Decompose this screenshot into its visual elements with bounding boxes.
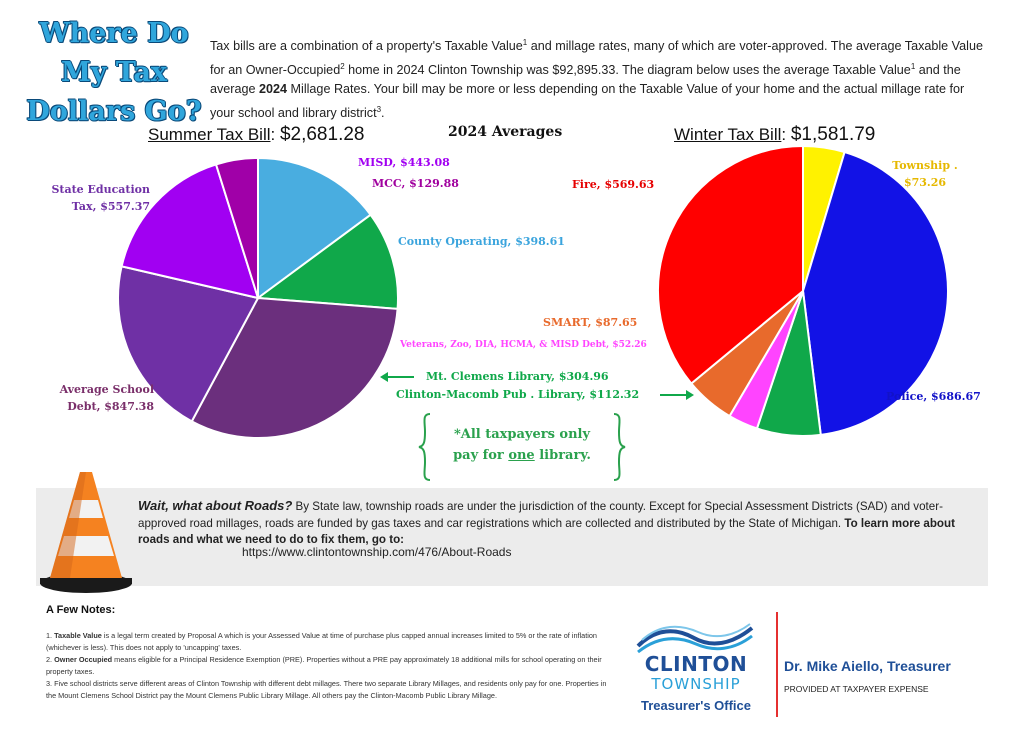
title-line-2: My Tax — [60, 57, 168, 88]
left-arrow-icon — [380, 372, 414, 382]
pie-slice-county-operating — [257, 156, 372, 300]
notes-list: 1. Taxable Value is a legal term created… — [46, 630, 616, 702]
library-note-line1: *All taxpayers only — [453, 427, 591, 442]
intro-paragraph: Tax bills are a combination of a propert… — [210, 33, 990, 124]
library-note-box: *All taxpayers only pay for one library. — [418, 412, 626, 482]
footnote-ref-1: 1 — [522, 38, 528, 47]
label-state-education-line2: Tax, $557.37 — [71, 200, 150, 213]
roads-info-panel — [36, 488, 988, 586]
note-2-term: Owner Occupied — [54, 655, 113, 664]
pie-slice-mt-clemens-library — [255, 213, 399, 310]
right-brace-icon — [613, 413, 626, 481]
label-township-line2: $73.26 — [903, 176, 947, 189]
intro-text-4: and the average — [210, 62, 961, 97]
summer-bill-heading: Summer Tax Bill: $2,681.28 — [148, 124, 364, 146]
logo-name-clinton: CLINTON — [644, 652, 748, 676]
library-note-line2a: pay for — [453, 448, 509, 463]
roads-body: By State law, township roads are under t… — [138, 500, 943, 530]
roads-link[interactable]: https://www.clintontownship.com/476/Abou… — [242, 545, 512, 559]
winter-colon: : — [781, 125, 791, 144]
library-note-line2: pay for one library. — [436, 445, 608, 466]
library-note-one: one — [508, 448, 535, 463]
label-county-operating: County Operating, $398.61 — [398, 235, 565, 248]
page-title: Where Do My Tax Dollars Go? — [14, 14, 214, 131]
summer-pie-chart — [117, 156, 399, 439]
summer-colon: : — [270, 125, 280, 144]
footnote-ref-3: 3 — [376, 104, 382, 114]
label-school-debt-line1: Average School — [59, 383, 154, 396]
label-mcc: MCC, $129.88 — [372, 177, 459, 190]
label-smart: SMART, $87.65 — [543, 316, 638, 329]
pie-slice-state-education-tax — [117, 265, 260, 423]
clinton-wave-logo-icon — [636, 623, 754, 654]
winter-bill-heading: Winter Tax Bill: $1,581.79 — [674, 124, 875, 146]
label-state-education-line1: State Education — [51, 183, 150, 196]
pie-slice-mcc — [214, 156, 259, 299]
label-school-debt-line2: Debt, $847.38 — [67, 400, 154, 413]
intro-text-2: and millage rates, many of which are vot… — [210, 39, 983, 77]
summer-bill-amount: $2,681.28 — [279, 124, 365, 145]
note-1-text: is a legal term created by Proposal A wh… — [46, 631, 597, 652]
label-misd: MISD, $443.08 — [358, 156, 450, 169]
library-note-text: *All taxpayers only pay for one library. — [436, 424, 608, 466]
right-arrow-icon — [660, 390, 694, 400]
note-2-text: means eligible for a Principal Residence… — [46, 655, 602, 676]
intro-text-1: Tax bills are a combination of a propert… — [210, 39, 523, 54]
note-1-term: Taxable Value — [54, 631, 102, 640]
treasurer-name: Dr. Mike Aiello, Treasurer — [784, 658, 951, 674]
intro-text-5: Millage Rates. Your bill may be more or … — [210, 82, 965, 121]
intro-end: . — [381, 106, 385, 121]
label-veterans-zoo: Veterans, Zoo, DIA, HCMA, & MISD Debt, $… — [400, 340, 647, 350]
label-mt-clemens-library: Mt. Clemens Library, $304.96 — [426, 370, 609, 383]
winter-pie-chart — [657, 144, 949, 437]
logo-name-township: TOWNSHIP — [651, 675, 741, 693]
label-township-line1: Township . — [892, 159, 958, 172]
logo-name-office: Treasurer's Office — [640, 698, 752, 713]
roads-cta: To learn more about roads and what we ne… — [138, 516, 955, 547]
winter-bill-amount: $1,581.79 — [790, 124, 876, 145]
note-3: 3. Five school districts serve different… — [46, 679, 607, 700]
roads-text: Wait, what about Roads? By State law, to… — [138, 498, 978, 549]
pie-slice-average-school-debt — [190, 296, 399, 439]
roads-heading: Wait, what about Roads? — [138, 498, 293, 513]
traffic-cone-icon — [40, 472, 132, 593]
library-note-line2c: library. — [534, 448, 591, 463]
note-2: 2. Owner Occupied means eligible for a P… — [46, 654, 616, 678]
note-2-number: 2. — [46, 655, 55, 664]
label-police: Police, $686.67 — [886, 390, 981, 403]
pie-slice-fire — [657, 144, 804, 385]
expense-note: PROVIDED AT TAXPAYER EXPENSE — [784, 684, 929, 694]
summer-bill-label: Summer Tax Bill — [148, 125, 271, 144]
winter-bill-label: Winter Tax Bill — [674, 125, 782, 144]
label-township: Township . $73.26 — [870, 157, 980, 191]
notes-heading: A Few Notes: — [46, 604, 116, 616]
note-1: 1. Taxable Value is a legal term created… — [46, 630, 616, 654]
title-line-1: Where Do — [39, 18, 189, 49]
label-state-education: State Education Tax, $557.37 — [40, 181, 150, 215]
note-1-number: 1. — [46, 631, 55, 640]
intro-year: 2024 — [259, 82, 288, 97]
label-fire: Fire, $569.63 — [572, 178, 655, 191]
footnote-ref-1b: 1 — [910, 61, 916, 71]
averages-heading: 2024 Averages — [448, 124, 563, 140]
intro-text-3: home in 2024 Clinton Township was $92,89… — [344, 62, 911, 77]
title-line-3: Dollars Go? — [26, 96, 202, 127]
left-brace-icon — [418, 413, 431, 481]
label-school-debt: Average School Debt, $847.38 — [30, 381, 154, 415]
pie-slice-misd — [120, 163, 260, 300]
logo-divider — [776, 612, 778, 717]
footnote-ref-2: 2 — [340, 61, 345, 71]
pie-slice-police — [801, 150, 949, 437]
label-clinton-macomb-library: Clinton-Macomb Pub . Library, $112.32 — [396, 388, 640, 401]
